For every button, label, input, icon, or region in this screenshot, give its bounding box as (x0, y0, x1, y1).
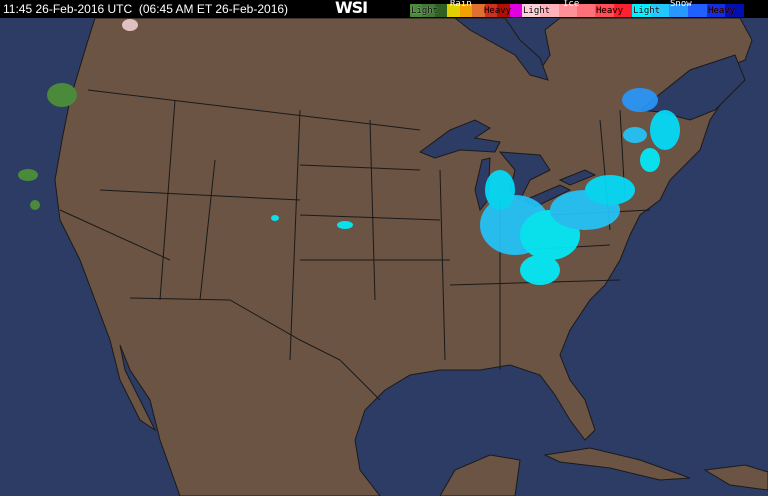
timestamp: 11:45 26-Feb-2016 UTC (06:45 AM ET 26-Fe… (3, 2, 289, 16)
ice-swatch (595, 4, 614, 17)
rain-swatch (459, 4, 473, 17)
snow-swatch (706, 4, 726, 17)
cuba (543, 447, 691, 481)
wsi-logo: WSI (335, 0, 368, 17)
snow-title: Snow (670, 0, 692, 9)
snow-swatch (632, 4, 651, 17)
ice-swatch (522, 4, 541, 17)
yucatan-land (439, 454, 521, 496)
snow-swatch (669, 4, 689, 17)
rain-heavy-label: Heavy (484, 6, 512, 16)
rain-scale (410, 4, 522, 17)
rain-swatch (447, 4, 460, 17)
rain-swatch (434, 4, 448, 17)
rain-swatch (509, 4, 522, 17)
snow-swatch (688, 4, 707, 17)
ice-swatch (558, 4, 577, 17)
rain-title: Rain (450, 0, 472, 9)
snow-light-label: Light (633, 6, 661, 16)
hudson-bay (453, 17, 549, 81)
ice-swatch (613, 4, 632, 17)
rain-swatch (484, 4, 498, 17)
ice-swatch (540, 4, 559, 17)
snow-echoes (271, 88, 680, 285)
lake-superior (418, 119, 501, 159)
rain-swatch (410, 4, 423, 17)
north-america-land (54, 17, 753, 496)
rain-light-label: Light (411, 6, 439, 16)
snow-swatch (650, 4, 670, 17)
snow-heavy-label: Heavy (708, 6, 736, 16)
snow-swatch (725, 4, 745, 17)
rain-swatch (422, 4, 435, 17)
rain-swatch (472, 4, 485, 17)
snow-scale (632, 4, 745, 17)
rain-swatch (497, 4, 510, 17)
header-bar: 11:45 26-Feb-2016 UTC (06:45 AM ET 26-Fe… (0, 0, 768, 18)
ice-title: Ice (563, 0, 580, 9)
ice-swatch (576, 4, 596, 17)
ice-scale (522, 4, 632, 17)
precip-legend: Light Rain Heavy Light Ice Heavy Light S… (410, 0, 746, 18)
rain-echoes (18, 19, 138, 210)
ice-light-label: Light (523, 6, 551, 16)
ice-heavy-label: Heavy (596, 6, 624, 16)
lake-ontario (558, 169, 597, 186)
hispaniola (703, 464, 768, 491)
